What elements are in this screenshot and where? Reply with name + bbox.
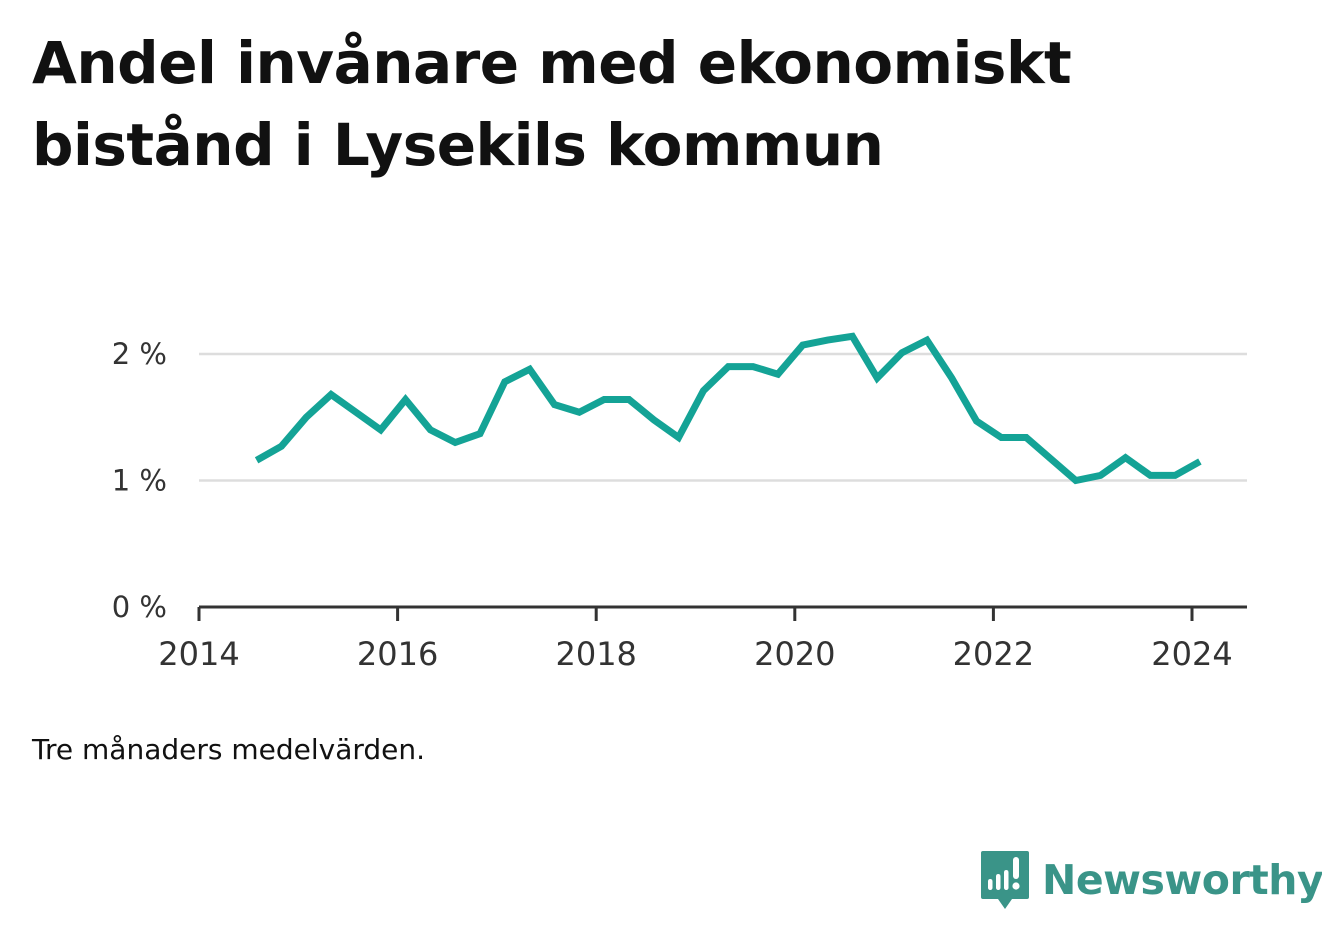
data-point [1048,456,1055,463]
data-point [526,366,533,373]
line-chart: 0 % 1 % 2 % 2014 2016 2018 2020 2022 2024 [112,332,1247,673]
data-point [501,378,508,385]
series-line [254,332,1202,485]
data-point [1097,472,1104,479]
data-point [402,396,409,403]
data-point [576,409,583,416]
y-tick-label: 0 % [112,590,167,624]
data-point [750,363,757,370]
x-tick-label: 2018 [555,635,636,673]
data-point [303,414,310,421]
data-point [551,401,558,408]
data-point [1147,472,1154,479]
x-tick-label: 2016 [357,635,438,673]
series [253,332,1203,485]
data-point [725,363,732,370]
data-point [675,434,682,441]
x-tick-label: 2024 [1151,635,1232,673]
data-point [626,396,633,403]
data-point [427,426,434,433]
x-axis [197,605,1247,621]
data-point [874,375,881,382]
title-line-2: bistånd i Lysekils kommun [32,111,884,179]
data-point [700,387,707,394]
brand-name: Newsworthy [1042,856,1322,904]
y-tick-label: 2 % [112,337,167,371]
data-point [328,391,335,398]
y-tick-labels: 0 % 1 % 2 % [112,337,167,624]
data-point [477,430,484,437]
data-point [899,349,906,356]
data-point [1196,458,1203,465]
footnote: Tre månaders medelvärden. [32,733,426,766]
data-point [799,342,806,349]
y-tick-label: 1 % [112,464,167,498]
data-point [1122,454,1129,461]
data-point [377,426,384,433]
title-line-1: Andel invånare med ekonomiskt [32,29,1072,97]
x-tick-labels: 2014 2016 2018 2020 2022 2024 [158,635,1232,673]
data-point [278,443,285,450]
data-point [923,337,930,344]
data-point [601,396,608,403]
data-point [849,333,856,340]
data-point [1172,472,1179,479]
newsworthy-logo-icon [981,851,1029,909]
data-point [824,337,831,344]
x-tick-label: 2020 [754,635,835,673]
data-point [253,457,260,464]
x-tick-label: 2014 [158,635,239,673]
data-point [1023,434,1030,441]
brand-logo: Newsworthy [980,848,1322,912]
chart-title: Andel invånare med ekonomiskt bistånd i … [32,22,1232,186]
data-point [774,371,781,378]
data-point [1072,477,1079,484]
x-tick-label: 2022 [953,635,1034,673]
data-point [452,439,459,446]
data-point [973,418,980,425]
data-point [998,434,1005,441]
data-point [650,416,657,423]
data-point [352,409,359,416]
data-point [948,375,955,382]
